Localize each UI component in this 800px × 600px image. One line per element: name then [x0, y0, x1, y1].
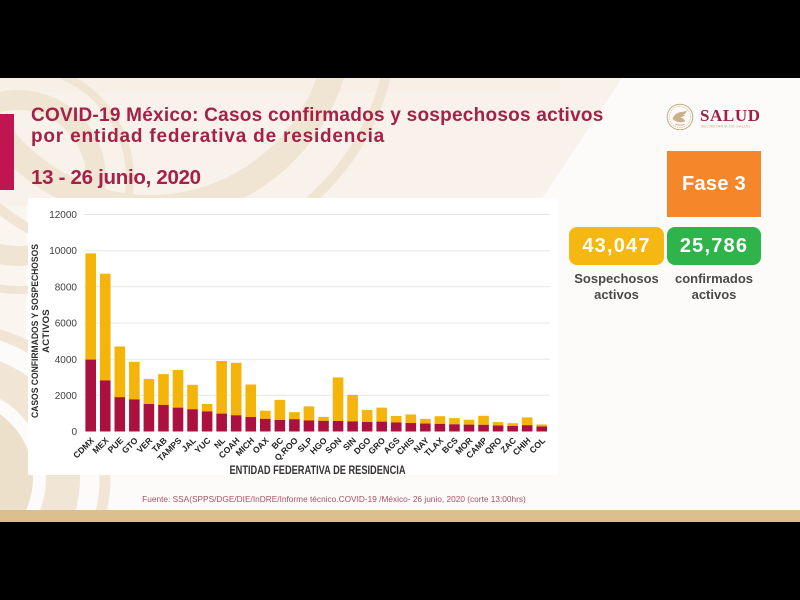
- svg-text:COL: COL: [527, 435, 547, 455]
- svg-text:SALUD: SALUD: [700, 106, 761, 125]
- svg-text:0: 0: [71, 427, 77, 438]
- svg-text:6000: 6000: [55, 319, 78, 330]
- svg-text:ACTIVOS: ACTIVOS: [41, 309, 52, 353]
- svg-text:SECRETARÍA DE SALUD: SECRETARÍA DE SALUD: [701, 123, 751, 128]
- svg-text:YUC: YUC: [193, 435, 213, 455]
- svg-text:12000: 12000: [49, 210, 77, 221]
- svg-text:2000: 2000: [55, 391, 78, 402]
- svg-text:4000: 4000: [55, 355, 78, 366]
- svg-text:8000: 8000: [55, 282, 78, 293]
- svg-text:OAX: OAX: [250, 435, 270, 455]
- svg-text:ENTIDAD FEDERATIVA DE RESIDENC: ENTIDAD FEDERATIVA DE RESIDENCIA: [230, 463, 406, 477]
- svg-text:CASOS CONFIRMADOS Y SOSPECHOSO: CASOS CONFIRMADOS Y SOSPECHOSOS: [30, 244, 41, 418]
- svg-text:10000: 10000: [49, 246, 77, 257]
